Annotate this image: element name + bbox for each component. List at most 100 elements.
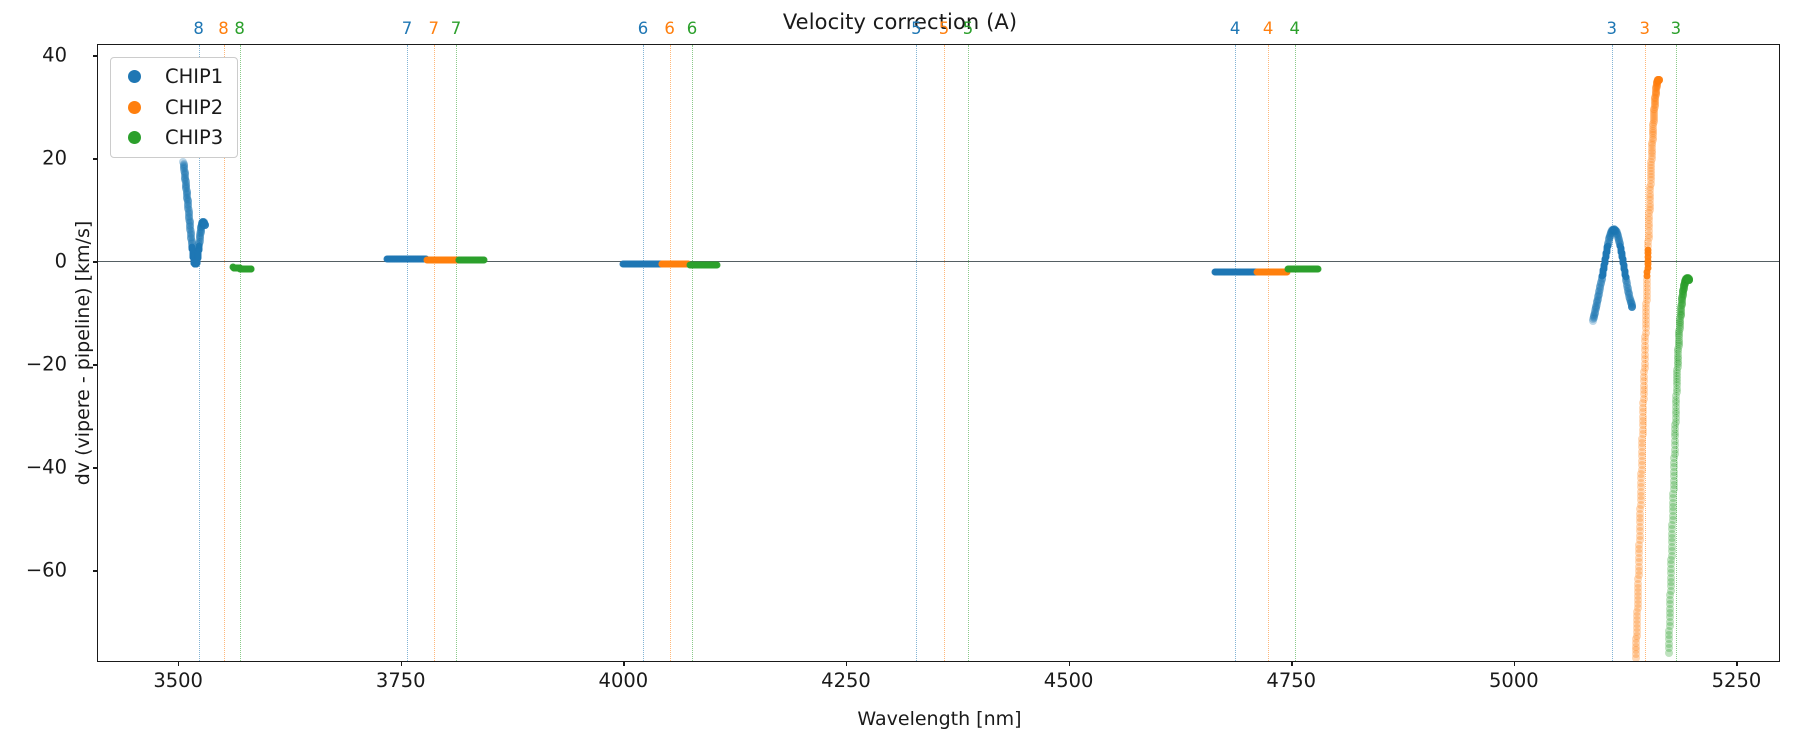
scatter-point (1590, 312, 1599, 321)
scatter-point (1677, 299, 1686, 308)
legend-item-chip3[interactable]: CHIP3 (122, 128, 223, 148)
y-tick-mark (93, 158, 98, 160)
scatter-point (1670, 463, 1679, 472)
scatter-point (1597, 276, 1606, 285)
chip-boundary-line (198, 45, 200, 661)
scatter-point (1668, 529, 1677, 538)
scatter-point (195, 242, 203, 250)
scatter-point (1678, 292, 1687, 301)
chip-boundary-line (916, 45, 918, 661)
scatter-point (1670, 458, 1679, 467)
scatter-point (1609, 225, 1618, 234)
scatter-point (1651, 88, 1660, 97)
x-tick-mark (400, 661, 403, 666)
scatter-point (1635, 536, 1644, 545)
scatter-point (1666, 586, 1675, 595)
scatter-point (1613, 230, 1622, 239)
chip-boundary-line (239, 45, 241, 661)
scatter-point (1633, 603, 1642, 612)
scatter-point (1623, 281, 1632, 290)
x-tick-mark (1513, 661, 1516, 666)
scatter-point (179, 160, 188, 169)
scatter-point (1634, 579, 1643, 588)
scatter-point (1665, 631, 1674, 640)
x-tick-mark (623, 661, 625, 666)
scatter-point (1592, 301, 1601, 310)
scatter-point (1671, 421, 1680, 430)
scatter-point (1679, 283, 1688, 292)
scatter-point (1651, 93, 1660, 102)
scatter-point (1613, 231, 1622, 240)
scatter-point (1666, 578, 1675, 587)
scatter-point (1650, 101, 1659, 110)
scatter-point (183, 198, 192, 207)
scatter-point (1666, 595, 1675, 604)
legend-item-chip2[interactable]: CHIP2 (122, 97, 223, 118)
scatter-point (1604, 242, 1612, 250)
scatter-point (713, 261, 721, 269)
scatter-point (196, 229, 205, 238)
scatter-point (1680, 281, 1689, 290)
scatter-point (1637, 483, 1646, 492)
scatter-point (1589, 313, 1598, 322)
scatter-point (1655, 75, 1663, 84)
scatter-point (186, 230, 195, 239)
scatter-point (1647, 149, 1656, 158)
scatter-point (1642, 299, 1651, 308)
scatter-point (1605, 233, 1614, 242)
scatter-point (1648, 131, 1657, 140)
legend-item-chip1[interactable]: CHIP1 (122, 67, 223, 87)
scatter-point (1634, 562, 1643, 571)
scatter-point (1646, 169, 1655, 178)
scatter-point (1637, 465, 1646, 474)
scatter-point (195, 241, 204, 250)
scatter-point (196, 231, 205, 240)
scatter-point (183, 192, 192, 201)
scatter-point (1667, 551, 1676, 560)
scatter-point (1613, 229, 1622, 238)
y-axis-label: dv (vipere - pipeline) [km/s] (72, 220, 94, 486)
scatter-point (1614, 235, 1623, 244)
scatter-point (1642, 287, 1651, 296)
scatter-point (1593, 295, 1602, 304)
scatter-point (1637, 478, 1646, 487)
scatter-point (1668, 525, 1677, 534)
order-number-label: 8 (218, 19, 229, 38)
x-tick-label: 4500 (1043, 669, 1094, 692)
scatter-point (1633, 607, 1642, 616)
scatter-point (1638, 425, 1647, 434)
scatter-point (1637, 456, 1646, 465)
scatter-point (1671, 432, 1680, 441)
scatter-point (1596, 283, 1605, 292)
scatter-point (1647, 155, 1656, 164)
scatter-point (1664, 648, 1673, 657)
scatter-point (1672, 399, 1681, 408)
scatter-point (1626, 295, 1635, 304)
scatter-point (1647, 163, 1656, 172)
scatter-point (1676, 309, 1685, 318)
scatter-point (1314, 265, 1322, 273)
scatter-point (1636, 491, 1645, 500)
scatter-point (1676, 315, 1685, 324)
scatter-point (1669, 472, 1678, 481)
scatter-point (1632, 639, 1641, 648)
chip-boundary-line (1235, 45, 1237, 661)
scatter-point (1603, 241, 1612, 250)
scatter-point (1612, 227, 1621, 236)
scatter-point (183, 193, 192, 202)
scatter-point (1638, 430, 1647, 439)
scatter-point (1670, 441, 1679, 450)
scatter-point (1677, 303, 1686, 312)
scatter-point (1681, 278, 1690, 287)
scatter-point (1639, 386, 1648, 395)
y-tick-label: −60 (25, 558, 67, 582)
scatter-point (1593, 298, 1602, 307)
order-number-label: 7 (450, 19, 462, 38)
scatter-point (1664, 644, 1673, 653)
scatter-point (1646, 176, 1655, 185)
scatter-point (180, 167, 189, 176)
scatter-point (1591, 305, 1600, 314)
scatter-point (1667, 538, 1676, 547)
scatter-point (196, 225, 205, 234)
